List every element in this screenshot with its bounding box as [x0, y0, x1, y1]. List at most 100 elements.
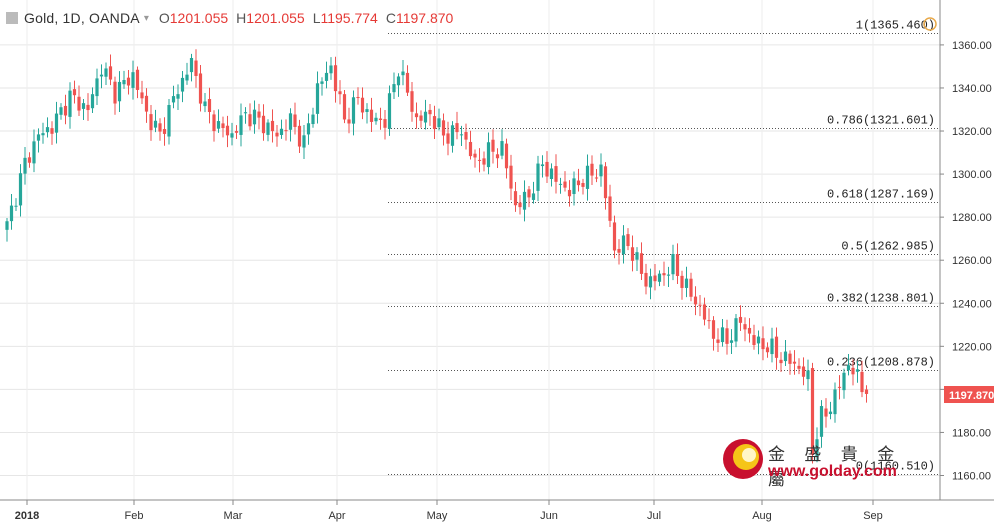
candle-body [711, 320, 716, 339]
candle-body [360, 97, 365, 113]
x-tick-label: Apr [328, 510, 345, 522]
candle-body [734, 318, 738, 342]
candle-body [729, 340, 734, 343]
symbol-title[interactable]: Gold, 1D, OANDA [24, 10, 140, 26]
candle-body [167, 105, 171, 137]
candle-body [266, 122, 270, 135]
candle-body [243, 112, 248, 114]
candle-body [833, 389, 837, 415]
candle-body [509, 165, 513, 189]
candle-body [522, 191, 527, 210]
candle-body [428, 109, 432, 115]
y-tick-label: 1160.00 [952, 471, 991, 483]
candle-body [239, 115, 243, 135]
fibonacci-levels: 1(1365.460) 0.786(1321.601) 0.618(1287.169… [388, 19, 940, 475]
candle-body [131, 72, 135, 88]
candle-body [828, 411, 833, 415]
candle-body [657, 273, 662, 282]
chevron-down-icon[interactable]: ▾ [143, 12, 149, 24]
candle-body [689, 278, 693, 297]
candle-body [95, 78, 99, 97]
x-tick-label: Feb [125, 510, 144, 522]
candle-body [504, 143, 509, 169]
candle-body [41, 133, 45, 136]
candle-body [311, 114, 315, 125]
candle-body [558, 183, 563, 185]
candle-body [617, 248, 621, 253]
candle-body [419, 115, 423, 121]
candle-body [806, 370, 810, 380]
watermark-name: 金 盛 貴 金 屬 [768, 445, 902, 490]
candle-body [302, 135, 306, 148]
y-tick-label: 1360.00 [952, 40, 992, 52]
candle-body [126, 77, 131, 86]
fib-label: 0(1160.510) [856, 460, 935, 474]
y-tick-label: 1180.00 [952, 427, 991, 439]
candle-body [68, 90, 72, 117]
x-tick-label: Jul [647, 510, 661, 522]
candle-body [608, 196, 612, 221]
x-tick-label: Sep [863, 510, 883, 522]
x-tick-label: Aug [752, 510, 772, 522]
candle-body [549, 168, 554, 179]
time-axis[interactable]: 2018 Feb Mar Apr May Jun Jul Aug Sep [15, 500, 883, 522]
open-value: O1201.055 [158, 10, 229, 26]
candle-body [9, 205, 14, 222]
candle-body [459, 134, 464, 136]
candle-body [279, 128, 284, 135]
candle-body [392, 84, 396, 93]
candle-body [797, 365, 801, 369]
watermark-url: www.golday.com [768, 463, 897, 480]
candle-body [612, 222, 617, 251]
candle-body [369, 109, 374, 122]
candle-body [648, 276, 653, 288]
candle-body [86, 104, 90, 111]
candle-body [531, 193, 536, 200]
candle-body [743, 324, 747, 330]
low-value: L1195.774 [312, 10, 378, 26]
candle-body [837, 386, 842, 388]
collapse-icon[interactable] [6, 12, 18, 24]
x-tick-label: May [427, 510, 448, 522]
candle-body [851, 367, 855, 375]
candle-body [684, 278, 689, 288]
candle-body [716, 339, 720, 343]
candle-body [635, 252, 639, 260]
symbol-header: Gold, 1D, OANDA ▾ O1201.055 H1201.055 L1… [6, 10, 461, 26]
candle-body [788, 353, 792, 364]
candle-body [99, 74, 104, 77]
alert-circle-icon[interactable] [923, 17, 937, 31]
candle-body [198, 73, 203, 104]
candle-body [81, 103, 86, 109]
candle-body [171, 96, 176, 103]
candle-body [563, 181, 567, 188]
candle-body [441, 120, 446, 136]
candle-body [203, 101, 207, 107]
candle-body [122, 79, 126, 85]
y-tick-label: 1320.00 [952, 126, 992, 138]
candle-body [662, 273, 666, 276]
candle-body [113, 81, 117, 104]
candle-body [54, 113, 59, 133]
candle-body [765, 347, 770, 353]
y-tick-label: 1300.00 [952, 169, 992, 181]
candle-body [855, 369, 860, 372]
candle-body [819, 406, 824, 437]
high-value: H1201.055 [236, 10, 305, 26]
candle-body [824, 408, 828, 417]
candle-body [140, 92, 144, 99]
candle-body [693, 296, 698, 305]
candle-body [396, 76, 401, 86]
candle-body [108, 66, 113, 80]
candle-body [333, 65, 338, 92]
candle-body [585, 165, 590, 189]
candle-body [567, 189, 572, 197]
candle-body [338, 91, 342, 95]
candle-body [671, 253, 675, 275]
y-tick-label: 1240.00 [952, 298, 992, 310]
candle-body [72, 89, 77, 96]
candle-body [185, 74, 189, 81]
candle-body [491, 139, 495, 152]
fib-label: 0.786(1321.601) [827, 114, 935, 128]
